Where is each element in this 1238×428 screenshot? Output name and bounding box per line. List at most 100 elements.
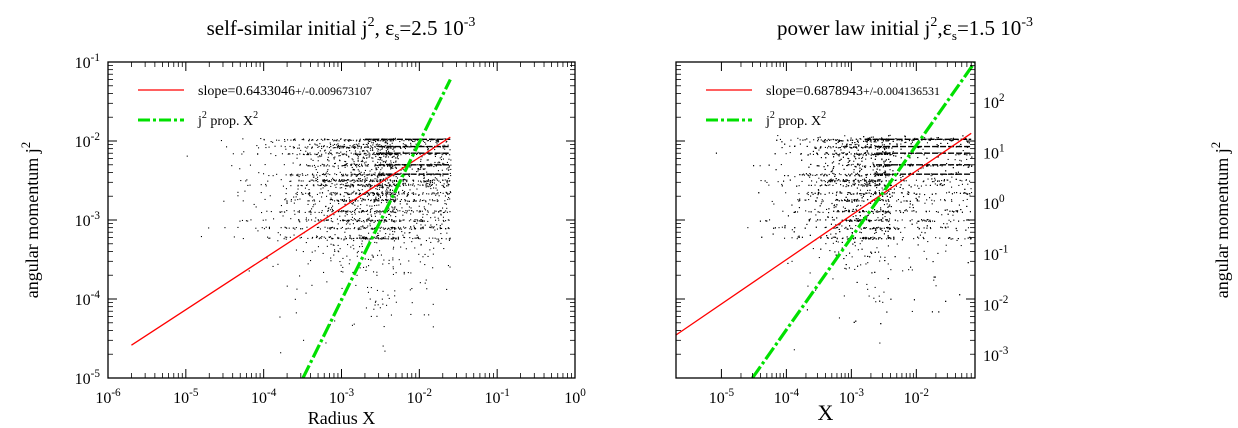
scatter-point [446, 140, 448, 142]
scatter-point [385, 152, 387, 154]
scatter-point [422, 213, 424, 215]
scatter-point [856, 220, 858, 222]
scatter-point [368, 152, 370, 154]
scatter-point [390, 153, 392, 155]
scatter-point [823, 166, 825, 168]
scatter-point [342, 154, 344, 156]
scatter-point [766, 220, 768, 222]
scatter-point [382, 179, 384, 181]
scatter-point [830, 233, 832, 235]
scatter-point [818, 149, 820, 151]
scatter-point [830, 178, 832, 180]
scatter-point [837, 210, 839, 212]
scatter-point [872, 212, 874, 214]
scatter-point [963, 220, 965, 222]
scatter-point [423, 175, 425, 177]
scatter-point [964, 154, 966, 156]
scatter-point [372, 173, 374, 175]
scatter-point [354, 200, 356, 202]
scatter-point [412, 184, 414, 186]
scatter-point [395, 161, 397, 163]
scatter-point [394, 196, 396, 198]
scatter-point [396, 208, 398, 210]
scatter-point [386, 201, 388, 203]
scatter-point [379, 186, 381, 188]
scatter-point [953, 219, 955, 221]
scatter-point [887, 153, 889, 155]
scatter-point [403, 178, 405, 180]
scatter-point [934, 177, 936, 179]
scatter-point [370, 140, 372, 142]
scatter-point [872, 162, 874, 164]
scatter-point [420, 219, 422, 221]
scatter-point [310, 211, 312, 213]
scatter-point [376, 192, 378, 194]
scatter-point [398, 259, 400, 261]
scatter-point [330, 149, 332, 151]
scatter-point [449, 198, 451, 200]
scatter-point [328, 180, 330, 182]
scatter-point [309, 195, 311, 197]
scatter-point [773, 203, 775, 205]
scatter-point [932, 220, 934, 222]
scatter-point [765, 220, 767, 222]
scatter-point [837, 139, 839, 141]
scatter-point [826, 174, 828, 176]
scatter-point [355, 164, 357, 166]
scatter-point [965, 179, 967, 181]
scatter-point [290, 139, 292, 141]
scatter-point [874, 145, 876, 147]
scatter-point [369, 223, 371, 225]
scatter-point [391, 219, 393, 221]
scatter-point [367, 199, 369, 201]
scatter-point [379, 211, 381, 213]
scatter-point [313, 174, 315, 176]
scatter-point [311, 165, 313, 167]
scatter-point [289, 174, 291, 176]
scatter-point [345, 211, 347, 213]
scatter-point [329, 227, 331, 229]
scatter-point [374, 199, 376, 201]
scatter-point [352, 244, 354, 246]
scatter-point [875, 174, 877, 176]
scatter-point [302, 193, 304, 195]
scatter-point [426, 214, 428, 216]
scatter-point [808, 199, 810, 201]
scatter-point [359, 211, 361, 213]
scatter-point [889, 169, 891, 171]
scatter-point [346, 163, 348, 165]
scatter-point [372, 256, 374, 258]
scatter-point [910, 143, 912, 145]
scatter-point [927, 178, 929, 180]
scatter-point [929, 197, 931, 199]
scatter-point [950, 221, 952, 223]
scatter-point [378, 200, 380, 202]
scatter-point [381, 159, 383, 161]
scatter-point [343, 146, 345, 148]
scatter-point [400, 199, 402, 201]
scatter-point [368, 183, 370, 185]
scatter-point [330, 146, 332, 148]
scatter-point [971, 165, 973, 167]
scatter-point [826, 208, 828, 210]
scatter-point [357, 227, 359, 229]
scatter-point [401, 139, 403, 141]
scatter-point [933, 276, 935, 278]
scatter-point [364, 237, 366, 239]
scatter-point [295, 249, 297, 251]
scatter-point [412, 183, 414, 185]
scatter-point [864, 146, 866, 148]
scatter-point [393, 179, 395, 181]
scatter-point [879, 193, 881, 195]
scatter-point [844, 145, 846, 147]
scatter-point [441, 223, 443, 225]
scatter-point [442, 147, 444, 149]
scatter-point [856, 173, 858, 175]
scatter-point [376, 186, 378, 188]
scatter-point [889, 213, 891, 215]
scatter-point [346, 255, 348, 257]
scatter-point [429, 199, 431, 201]
scatter-point [442, 162, 444, 164]
scatter-point [341, 153, 343, 155]
scatter-point [427, 179, 429, 181]
